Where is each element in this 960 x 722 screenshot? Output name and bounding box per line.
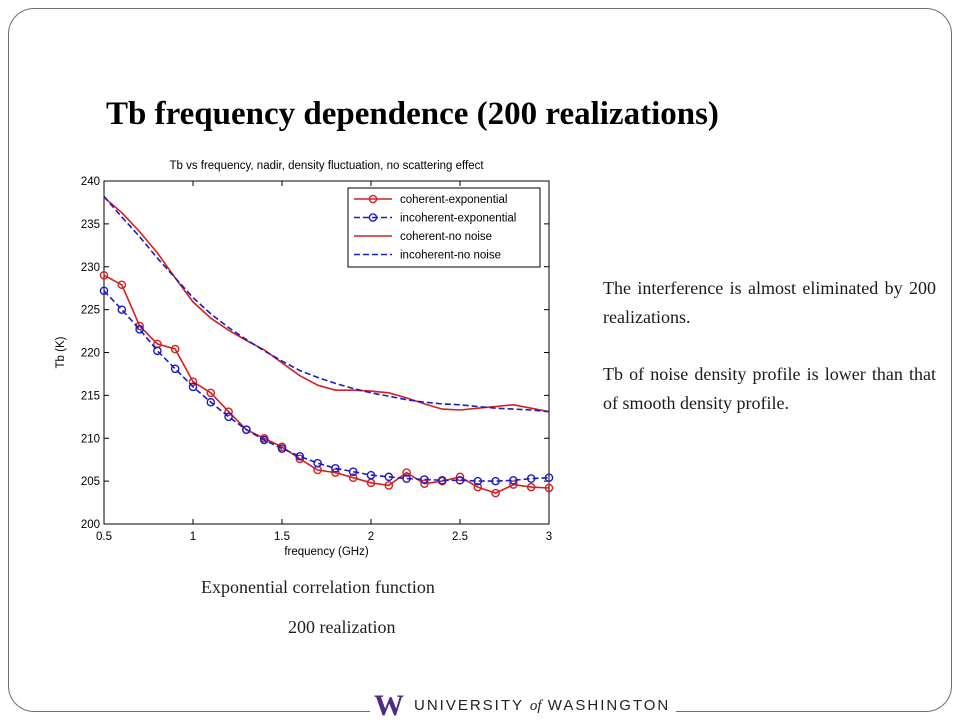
data-point-coherent-exponential	[384, 481, 394, 490]
data-point-incoherent-exponential	[348, 467, 358, 476]
x-tick-label: 2.5	[452, 531, 468, 543]
data-point-coherent-exponential	[473, 482, 483, 492]
y-tick-label: 235	[81, 219, 100, 231]
university-name-of: of	[529, 698, 542, 714]
y-tick-label: 225	[81, 305, 100, 317]
university-name-post: WASHINGTON	[541, 697, 671, 714]
data-point-incoherent-exponential	[277, 444, 287, 453]
data-point-incoherent-exponential	[242, 425, 251, 434]
university-name: UNIVERSITY of WASHINGTON	[414, 697, 670, 715]
legend-marker	[368, 213, 378, 222]
data-point-incoherent-exponential	[153, 346, 162, 356]
legend-label: coherent-no noise	[400, 231, 492, 243]
legend-label: incoherent-exponential	[400, 213, 516, 225]
data-point-incoherent-exponential	[295, 451, 305, 461]
data-point-incoherent-exponential	[473, 476, 483, 486]
note-noise-profile: Tb of noise density profile is lower tha…	[603, 364, 936, 413]
data-point-coherent-exponential	[544, 483, 554, 493]
data-point-coherent-exponential	[117, 280, 127, 290]
y-tick-label: 215	[81, 390, 100, 402]
x-tick-label: 3	[546, 531, 552, 543]
data-point-incoherent-exponential	[224, 412, 233, 422]
y-tick-label: 200	[81, 519, 100, 531]
y-tick-label: 220	[81, 348, 100, 360]
slide-title: Tb frequency dependence (200 realization…	[106, 96, 719, 132]
data-point-incoherent-exponential	[188, 382, 198, 392]
y-tick-label: 210	[81, 433, 100, 445]
chart-caption: Exponential correlation function	[201, 577, 435, 597]
data-point-coherent-exponential	[526, 482, 536, 492]
data-point-coherent-exponential	[99, 271, 109, 280]
data-point-incoherent-exponential	[402, 474, 411, 483]
data-point-coherent-exponential	[491, 488, 500, 498]
tb-frequency-chart: Tb vs frequency, nadir, density fluctuat…	[55, 160, 554, 558]
series-line-incoherent-no-noise	[103, 195, 550, 413]
data-point-coherent-exponential	[170, 344, 180, 354]
series-line-incoherent-exponential	[103, 290, 550, 482]
data-point-incoherent-exponential	[509, 475, 518, 485]
x-tick-label: 0.5	[96, 531, 112, 543]
data-point-coherent-exponential	[206, 388, 216, 398]
data-point-coherent-exponential	[224, 407, 233, 416]
chart-subcaption: 200 realization	[288, 617, 396, 637]
data-point-coherent-exponential	[420, 479, 429, 488]
legend-label: incoherent-no noise	[400, 250, 501, 262]
data-point-incoherent-exponential	[491, 476, 500, 486]
data-point-incoherent-exponential	[420, 475, 429, 484]
data-point-incoherent-exponential	[259, 435, 269, 445]
chart-title: Tb vs frequency, nadir, density fluctuat…	[169, 160, 484, 172]
data-point-coherent-exponential	[455, 472, 465, 482]
x-tick-label: 1.5	[274, 531, 290, 543]
note-interference: The interference is almost eliminated by…	[603, 278, 936, 327]
legend-marker	[368, 194, 378, 204]
data-point-incoherent-exponential	[206, 397, 216, 407]
slide-frame	[8, 8, 952, 712]
data-point-incoherent-exponential	[170, 364, 180, 374]
data-point-incoherent-exponential	[384, 472, 394, 482]
data-point-incoherent-exponential	[437, 475, 447, 485]
data-point-incoherent-exponential	[135, 325, 144, 334]
data-point-coherent-exponential	[402, 468, 411, 477]
data-point-coherent-exponential	[509, 480, 518, 489]
uw-w-mark: W	[374, 689, 404, 722]
x-tick-label: 1	[190, 531, 196, 543]
x-tick-label: 2	[368, 531, 374, 543]
y-tick-label: 240	[81, 176, 100, 188]
legend-label: coherent-exponential	[400, 194, 507, 206]
data-point-coherent-exponential	[331, 468, 340, 477]
data-point-incoherent-exponential	[366, 470, 376, 480]
data-point-incoherent-exponential	[544, 473, 554, 482]
data-point-incoherent-exponential	[99, 286, 109, 296]
university-logo: W UNIVERSITY of WASHINGTON	[370, 689, 677, 722]
y-tick-label: 230	[81, 262, 100, 274]
y-tick-label: 205	[81, 476, 100, 488]
data-point-incoherent-exponential	[455, 475, 465, 485]
data-point-coherent-exponential	[295, 454, 305, 464]
data-point-incoherent-exponential	[313, 458, 322, 468]
series-line-coherent-exponential	[103, 274, 550, 494]
data-point-incoherent-exponential	[117, 305, 127, 314]
data-point-incoherent-exponential	[331, 463, 340, 473]
data-point-incoherent-exponential	[526, 474, 536, 483]
y-axis-label: Tb (K)	[55, 336, 67, 368]
x-axis-label: frequency (GHz)	[284, 546, 369, 558]
university-name-pre: UNIVERSITY	[414, 697, 530, 714]
data-point-coherent-exponential	[348, 473, 358, 482]
data-point-coherent-exponential	[188, 377, 198, 386]
legend-box	[347, 187, 541, 268]
